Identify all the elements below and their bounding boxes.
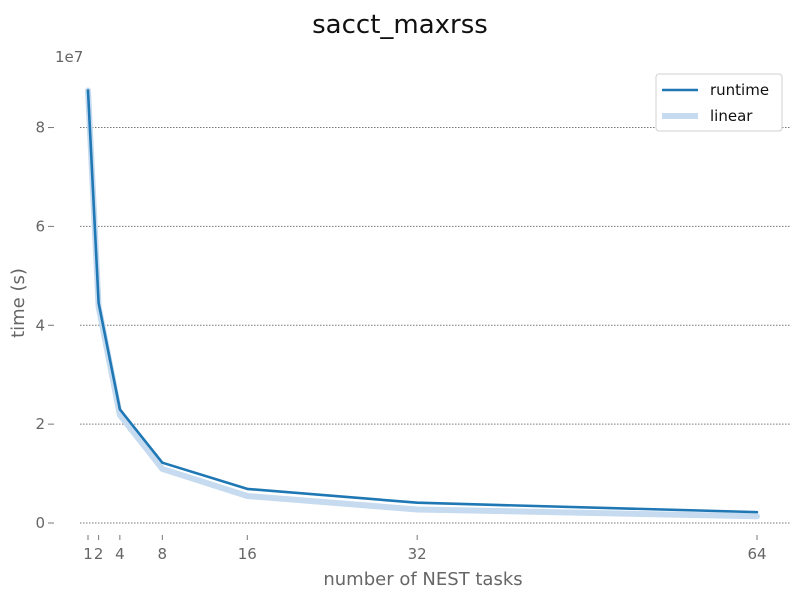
x-tick-label: 2 <box>94 545 104 563</box>
legend: runtime linear <box>655 73 783 132</box>
series-line-runtime <box>86 89 759 514</box>
legend-label-linear: linear <box>710 107 753 125</box>
grid <box>80 127 790 524</box>
y-axis-label: time (s) <box>8 268 29 338</box>
x-axis-label: number of NEST tasks <box>323 569 522 590</box>
series-layer <box>85 87 760 520</box>
y-axis-offset-label: 1e7 <box>55 48 83 66</box>
y-tick-label: 6 <box>35 217 45 235</box>
x-tick-label: 8 <box>158 545 168 563</box>
x-tick-label: 4 <box>115 545 125 563</box>
series-line-linear <box>85 87 760 520</box>
x-tick-label: 64 <box>747 545 766 563</box>
x-tick-label: 32 <box>408 545 427 563</box>
y-tick-label: 4 <box>35 316 45 334</box>
y-tick-label: 0 <box>35 514 45 532</box>
x-tick-label: 16 <box>238 545 257 563</box>
legend-label-runtime: runtime <box>710 81 769 99</box>
y-tick-label: 8 <box>35 119 45 137</box>
x-tick-label: 1 <box>83 545 93 563</box>
y-tick-label: 2 <box>35 415 45 433</box>
chart-title: sacct_maxrss <box>312 10 488 40</box>
